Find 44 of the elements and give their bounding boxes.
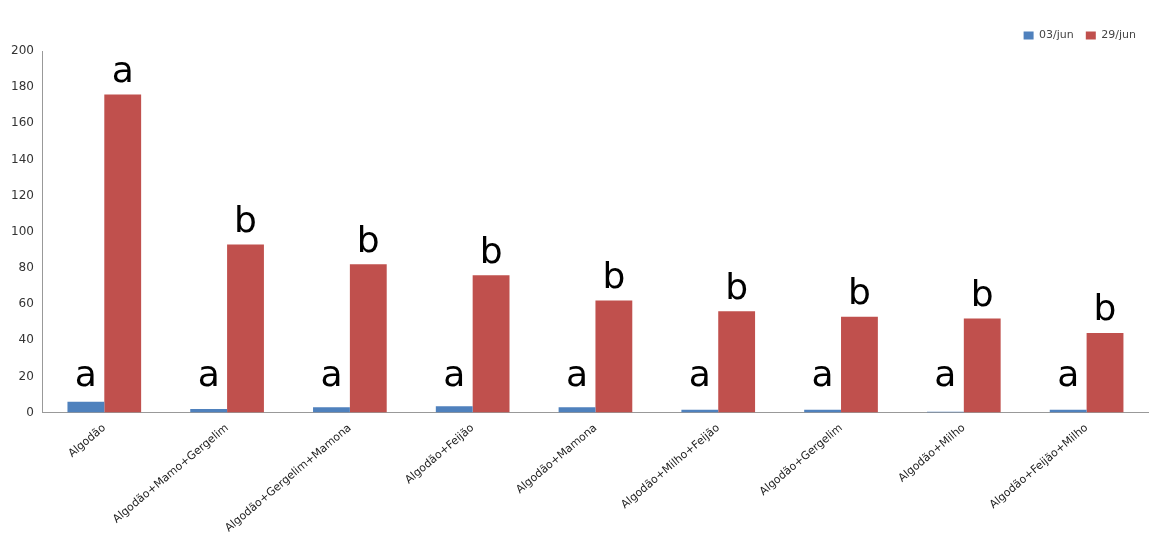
bar [472, 275, 510, 413]
y-tick-label: 20 [18, 368, 34, 383]
bar [104, 94, 142, 413]
bar [718, 311, 756, 413]
y-tick-label: 60 [18, 296, 34, 311]
bar [595, 300, 633, 413]
bar [349, 264, 387, 413]
y-tick-label: 0 [26, 404, 34, 419]
bar [435, 406, 473, 413]
y-tick-label: 140 [11, 151, 34, 166]
bar [1086, 333, 1124, 413]
y-tick-label: 180 [11, 79, 34, 94]
y-tick-label: 80 [18, 260, 34, 275]
y-tick-label: 200 [11, 43, 34, 58]
bar [558, 407, 596, 413]
bar [841, 316, 878, 413]
data-label: b [356, 218, 380, 260]
data-label: b [602, 254, 626, 296]
data-label: a [811, 352, 834, 394]
bar [67, 401, 105, 413]
data-label: a [74, 352, 97, 394]
data-label: a [934, 352, 957, 394]
data-label: b [1093, 287, 1117, 329]
data-label: a [197, 352, 220, 394]
bar [227, 244, 264, 413]
y-tick-label: 100 [11, 223, 34, 238]
y-tick-label: 120 [11, 187, 34, 202]
data-label: b [234, 198, 257, 240]
data-label: a [320, 352, 343, 394]
data-label: a [1057, 352, 1080, 394]
data-label: b [725, 265, 749, 307]
y-tick-label: 160 [11, 115, 34, 130]
y-tick-label: 40 [18, 332, 34, 347]
bar [963, 318, 1001, 413]
data-label: a [111, 48, 134, 90]
legend-label: 29/jun [1101, 28, 1137, 42]
data-label: a [443, 352, 466, 394]
bar [313, 407, 350, 413]
data-label: a [688, 352, 711, 394]
data-label: b [479, 229, 503, 271]
data-label: b [848, 271, 871, 313]
legend-label: 03/jun [1039, 28, 1074, 42]
data-label: b [970, 272, 994, 314]
data-label: a [566, 352, 589, 394]
